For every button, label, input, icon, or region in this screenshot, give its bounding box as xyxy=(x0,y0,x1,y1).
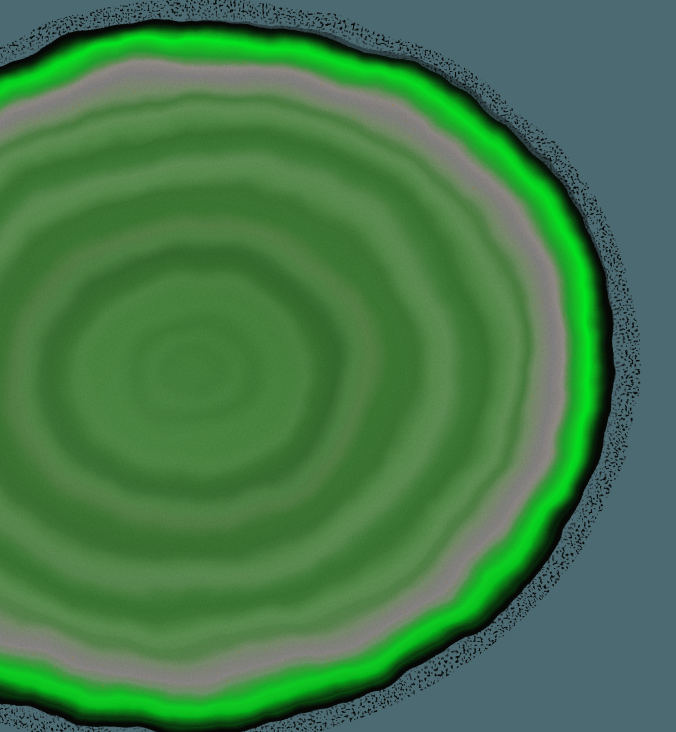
image-canvas xyxy=(0,0,676,732)
noise-blob-artwork xyxy=(0,0,676,732)
dither-grain-overlay xyxy=(0,0,676,732)
